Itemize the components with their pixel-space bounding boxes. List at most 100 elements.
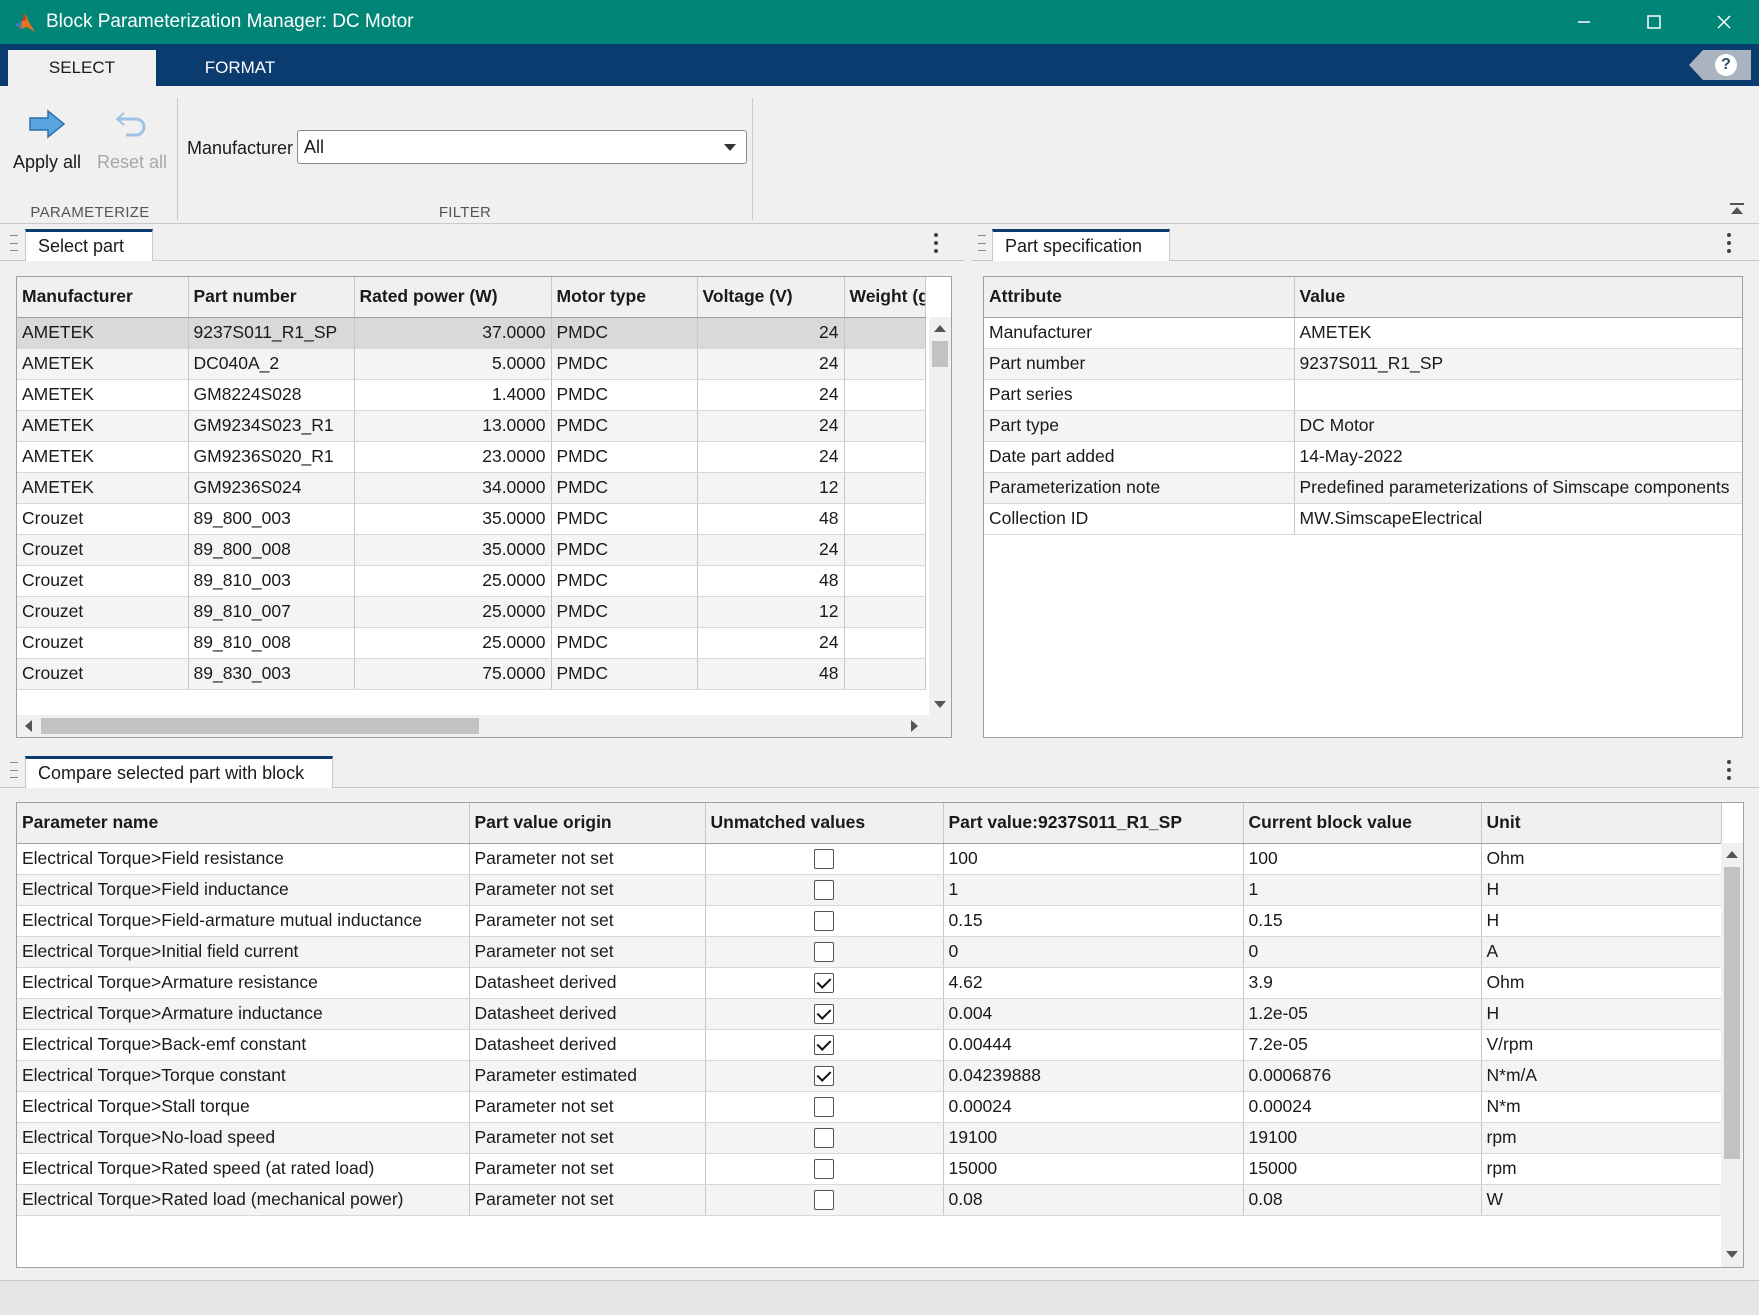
table-row[interactable]: Electrical Torque>Torque constant Paramet… (17, 1060, 1722, 1092)
table-row[interactable]: Electrical Torque>Armature resistance Dat… (17, 967, 1722, 999)
tab-compare[interactable]: Compare selected part with block (25, 756, 333, 788)
table-row[interactable]: Electrical Torque>Armature inductance Dat… (17, 998, 1722, 1030)
scroll-thumb[interactable] (1724, 867, 1740, 1159)
grip-icon[interactable] (10, 762, 18, 778)
unmatched-checkbox[interactable] (814, 880, 834, 901)
column-header[interactable]: Attribute (984, 277, 1295, 318)
tab-part-specification[interactable]: Part specification (992, 229, 1170, 261)
table-row[interactable]: Crouzet 89_810_008 25.0000 PMDC 24 (17, 627, 926, 659)
grip-icon[interactable] (978, 235, 986, 251)
grip-icon[interactable] (10, 235, 18, 251)
scroll-down-icon[interactable] (934, 701, 946, 708)
table-row[interactable]: Electrical Torque>Stall torque Parameter … (17, 1091, 1722, 1123)
vertical-scrollbar[interactable] (1721, 843, 1743, 1267)
table-row[interactable]: Crouzet 89_800_008 35.0000 PMDC 24 (17, 534, 926, 566)
table-row[interactable]: Collection ID MW.SimscapeElectrical (984, 503, 1742, 535)
scroll-down-icon[interactable] (1726, 1251, 1738, 1258)
vertical-scrollbar[interactable] (929, 317, 951, 715)
scroll-up-icon[interactable] (1726, 851, 1738, 858)
manufacturer-dropdown[interactable]: All (297, 130, 747, 164)
table-cell: DC Motor (1294, 410, 1742, 442)
column-header[interactable]: Part value:9237S011_R1_SP (943, 803, 1244, 844)
table-cell: 34.0000 (354, 472, 552, 504)
unmatched-checkbox[interactable] (814, 911, 834, 932)
table-row[interactable]: Manufacturer AMETEK (984, 317, 1742, 349)
table-row[interactable]: Electrical Torque>Field inductance Parame… (17, 874, 1722, 906)
unmatched-checkbox[interactable] (814, 942, 834, 963)
table-row[interactable]: Date part added 14-May-2022 (984, 441, 1742, 473)
table-row[interactable]: AMETEK GM8224S028 1.4000 PMDC 24 (17, 379, 926, 411)
table-row[interactable]: Electrical Torque>Back-emf constant Datas… (17, 1029, 1722, 1061)
table-row[interactable]: Electrical Torque>No-load speed Parameter… (17, 1122, 1722, 1154)
table-cell: 15000 (943, 1153, 1244, 1185)
unmatched-checkbox[interactable] (814, 1190, 834, 1211)
reset-all-button[interactable]: Reset all (91, 104, 173, 173)
column-header[interactable]: Unit (1481, 803, 1722, 844)
scroll-right-icon[interactable] (911, 720, 918, 732)
table-row[interactable]: Part number 9237S011_R1_SP (984, 348, 1742, 380)
unmatched-checkbox[interactable] (814, 1097, 834, 1118)
unmatched-checkbox[interactable] (814, 1066, 834, 1087)
unmatched-checkbox[interactable] (814, 973, 834, 994)
apply-all-button[interactable]: Apply all (6, 104, 88, 173)
unmatched-checkbox[interactable] (814, 1004, 834, 1025)
table-row[interactable]: Electrical Torque>Rated speed (at rated … (17, 1153, 1722, 1185)
column-header[interactable]: Rated power (W) (354, 277, 552, 318)
scroll-left-icon[interactable] (25, 720, 32, 732)
column-header[interactable]: Value (1294, 277, 1742, 318)
tab-select[interactable]: SELECT (8, 50, 156, 86)
table-row[interactable]: Electrical Torque>Field resistance Parame… (17, 843, 1722, 875)
horizontal-scrollbar[interactable] (17, 715, 951, 737)
table-cell (844, 534, 926, 566)
close-button[interactable] (1689, 0, 1759, 44)
column-header[interactable]: Part number (188, 277, 355, 318)
more-options-icon[interactable] (1726, 233, 1732, 253)
panel-splitter[interactable] (964, 228, 972, 748)
table-cell: Predefined parameterizations of Simscape… (1294, 472, 1742, 504)
column-header[interactable]: Voltage (V) (697, 277, 845, 318)
column-header[interactable]: Motor type (551, 277, 698, 318)
minimize-button[interactable] (1549, 0, 1619, 44)
table-cell: 19100 (1243, 1122, 1482, 1154)
more-options-icon[interactable] (1726, 760, 1732, 780)
scroll-thumb[interactable] (41, 718, 479, 734)
table-row[interactable]: AMETEK DC040A_2 5.0000 PMDC 24 (17, 348, 926, 380)
column-header[interactable]: Unmatched values (705, 803, 944, 844)
table-cell (844, 441, 926, 473)
help-button[interactable]: ? (1689, 50, 1751, 80)
table-row[interactable]: AMETEK GM9236S020_R1 23.0000 PMDC 24 (17, 441, 926, 473)
table-row[interactable]: Electrical Torque>Field-armature mutual … (17, 905, 1722, 937)
tab-format[interactable]: FORMAT (204, 58, 276, 77)
column-header[interactable]: Parameter name (17, 803, 470, 844)
table-row[interactable]: Part series (984, 379, 1742, 411)
table-row[interactable]: AMETEK 9237S011_R1_SP 37.0000 PMDC 24 (17, 317, 926, 349)
unmatched-checkbox[interactable] (814, 1159, 834, 1180)
table-row[interactable]: Crouzet 89_810_007 25.0000 PMDC 12 (17, 596, 926, 628)
scroll-thumb[interactable] (932, 341, 948, 367)
column-header[interactable]: Part value origin (469, 803, 706, 844)
table-cell: A (1481, 936, 1722, 968)
column-header[interactable]: Weight (g (844, 277, 926, 318)
column-header[interactable]: Current block value (1243, 803, 1482, 844)
collapse-toolstrip-button[interactable] (1729, 202, 1745, 218)
table-row[interactable]: Crouzet 89_810_003 25.0000 PMDC 48 (17, 565, 926, 597)
table-row[interactable]: Parameterization note Predefined paramete… (984, 472, 1742, 504)
tab-select-part[interactable]: Select part (25, 229, 153, 261)
table-row[interactable]: AMETEK GM9234S023_R1 13.0000 PMDC 24 (17, 410, 926, 442)
unmatched-checkbox[interactable] (814, 1035, 834, 1056)
table-row[interactable]: Crouzet 89_830_003 75.0000 PMDC 48 (17, 658, 926, 690)
table-cell: 24 (697, 441, 845, 473)
table-row[interactable]: AMETEK GM9236S024 34.0000 PMDC 12 (17, 472, 926, 504)
scroll-up-icon[interactable] (934, 325, 946, 332)
table-row[interactable]: Electrical Torque>Initial field current P… (17, 936, 1722, 968)
column-header[interactable]: Manufacturer (17, 277, 189, 318)
table-row[interactable]: Part type DC Motor (984, 410, 1742, 442)
table-cell: Manufacturer (984, 317, 1295, 349)
maximize-button[interactable] (1619, 0, 1689, 44)
table-cell: Electrical Torque>No-load speed (17, 1122, 470, 1154)
table-row[interactable]: Crouzet 89_800_003 35.0000 PMDC 48 (17, 503, 926, 535)
table-row[interactable]: Electrical Torque>Rated load (mechanical… (17, 1184, 1722, 1216)
unmatched-checkbox[interactable] (814, 849, 834, 870)
more-options-icon[interactable] (933, 233, 939, 253)
unmatched-checkbox[interactable] (814, 1128, 834, 1149)
